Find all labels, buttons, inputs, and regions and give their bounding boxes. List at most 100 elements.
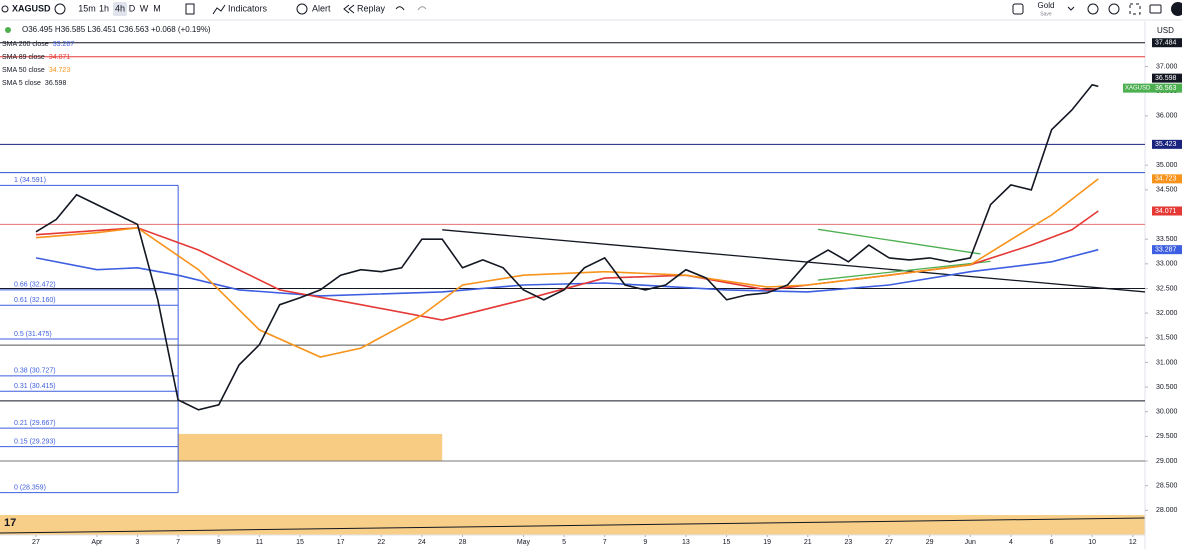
- replay-icon[interactable]: [343, 4, 355, 14]
- trendline: [442, 229, 1146, 293]
- legend-value: 36.598: [45, 80, 67, 87]
- symbol-tag-label: XAGUSD: [1125, 86, 1151, 92]
- x-tick-label: 22: [377, 539, 385, 546]
- interval[interactable]: D: [129, 3, 136, 13]
- x-tick-label: 11: [256, 539, 263, 546]
- x-tick-label: 9: [643, 539, 647, 546]
- volume-line: [0, 517, 1146, 534]
- x-tick-label: 7: [176, 539, 180, 546]
- search-icon[interactable]: [1, 5, 9, 13]
- fullscreen-icon[interactable]: [1129, 3, 1141, 15]
- x-tick-label: May: [517, 539, 531, 546]
- x-tick-label: 27: [32, 539, 40, 546]
- interval[interactable]: 15m: [78, 3, 96, 13]
- avatar[interactable]: [1171, 2, 1182, 16]
- x-tick-label: 15: [296, 539, 304, 546]
- x-tick-label: 24: [418, 539, 426, 546]
- market-status: [5, 27, 11, 33]
- y-tick-label: 32.500: [1156, 285, 1178, 292]
- snapshot-icon[interactable]: [1149, 4, 1162, 14]
- x-tick-label: 9: [217, 539, 221, 546]
- x-tick-label: 12: [1129, 539, 1137, 546]
- chart-type-icon[interactable]: [185, 3, 195, 15]
- y-tick-label: 28.000: [1156, 507, 1178, 514]
- logo: 17: [4, 517, 16, 529]
- x-tick-label: 21: [804, 539, 812, 546]
- ohlc-values: O36.495 H36.585 L36.451 C36.563 +0.068 (…: [22, 25, 211, 34]
- legend-value: 34.071: [49, 54, 71, 61]
- y-tick-label: 35.000: [1156, 162, 1178, 169]
- price-tag: [1152, 174, 1182, 184]
- fib-label: 0.31 (30.415): [14, 383, 56, 390]
- price-tag-label: 37.484: [1155, 40, 1177, 47]
- layout-icon[interactable]: [1012, 3, 1024, 15]
- undo-icon[interactable]: [395, 6, 405, 11]
- price-tag: [1152, 139, 1182, 149]
- y-tick-label: 33.000: [1156, 261, 1178, 268]
- y-tick-label: 29.000: [1156, 458, 1178, 465]
- legend-name: SMA 200 close: [2, 41, 49, 48]
- replay-button[interactable]: Replay: [357, 3, 386, 13]
- x-tick-label: 4: [1009, 539, 1013, 546]
- interval[interactable]: 4h: [115, 3, 125, 13]
- trendline: [817, 260, 991, 281]
- y-tick-label: 30.500: [1156, 384, 1178, 391]
- fib-label: 0.38 (30.727): [14, 368, 56, 375]
- y-tick-label: 30.000: [1156, 409, 1178, 416]
- y-tick-label: 36.000: [1156, 113, 1178, 120]
- x-tick-label: 28: [459, 539, 467, 546]
- layout-name[interactable]: Gold: [1038, 1, 1055, 10]
- interval[interactable]: 1h: [99, 3, 109, 13]
- y-tick-label: 37.000: [1156, 63, 1178, 70]
- y-tick-label: 31.500: [1156, 335, 1178, 342]
- price-tag: [1152, 245, 1182, 255]
- x-tick-label: Jun: [965, 539, 976, 546]
- trendline: [817, 228, 981, 255]
- quick-search-icon[interactable]: [1087, 3, 1099, 15]
- fib-label: 0.5 (31.475): [14, 331, 52, 338]
- x-tick-label: 5: [562, 539, 566, 546]
- fib-label: 0 (28.359): [14, 484, 46, 491]
- price-tag: [1152, 83, 1182, 93]
- interval[interactable]: M: [153, 3, 161, 13]
- alert-button[interactable]: Alert: [312, 3, 331, 13]
- currency: USD: [1157, 26, 1174, 35]
- price-tag-label: 33.287: [1155, 247, 1177, 254]
- toolbar: [0, 0, 1182, 20]
- x-tick-label: 7: [603, 539, 607, 546]
- price-tag-label: 36.598: [1155, 75, 1177, 82]
- redo-icon[interactable]: [417, 6, 427, 11]
- x-tick-label: 15: [723, 539, 731, 546]
- save-button[interactable]: Save: [1040, 11, 1052, 17]
- sma-line: [35, 248, 1099, 297]
- indicators-button[interactable]: Indicators: [228, 3, 268, 13]
- x-tick-label: Apr: [91, 539, 103, 546]
- x-tick-label: 6: [1050, 539, 1054, 546]
- fib-label: 0.66 (32.472): [14, 282, 56, 289]
- price-tag-label: 36.563: [1155, 85, 1177, 92]
- x-tick-label: 10: [1088, 539, 1096, 546]
- symbol[interactable]: XAGUSD: [12, 3, 51, 13]
- sma-line: [35, 83, 1099, 411]
- layout-menu[interactable]: [1067, 6, 1075, 11]
- compare-icon[interactable]: [54, 3, 66, 15]
- y-tick-label: 34.500: [1156, 187, 1178, 194]
- price-tag: [1152, 206, 1182, 216]
- symbol-tag: [1123, 83, 1152, 93]
- indicators-icon[interactable]: [212, 4, 226, 15]
- alert-icon[interactable]: [296, 3, 308, 15]
- interval-active: [113, 2, 127, 16]
- interval[interactable]: W: [140, 3, 149, 13]
- support-zone: [178, 433, 443, 462]
- x-tick-label: 23: [845, 539, 853, 546]
- sma-line: [35, 178, 1099, 358]
- y-tick-label: 29.500: [1156, 433, 1178, 440]
- legend-name: SMA 89 close: [2, 54, 45, 61]
- x-tick-label: 3: [136, 539, 140, 546]
- price-tag-label: 34.723: [1155, 176, 1177, 183]
- fib-label: 0.21 (29.667): [14, 420, 56, 427]
- settings-icon[interactable]: [1108, 3, 1120, 15]
- y-tick-label: 28.500: [1156, 483, 1178, 490]
- fib-label: 0.61 (32.160): [14, 297, 56, 304]
